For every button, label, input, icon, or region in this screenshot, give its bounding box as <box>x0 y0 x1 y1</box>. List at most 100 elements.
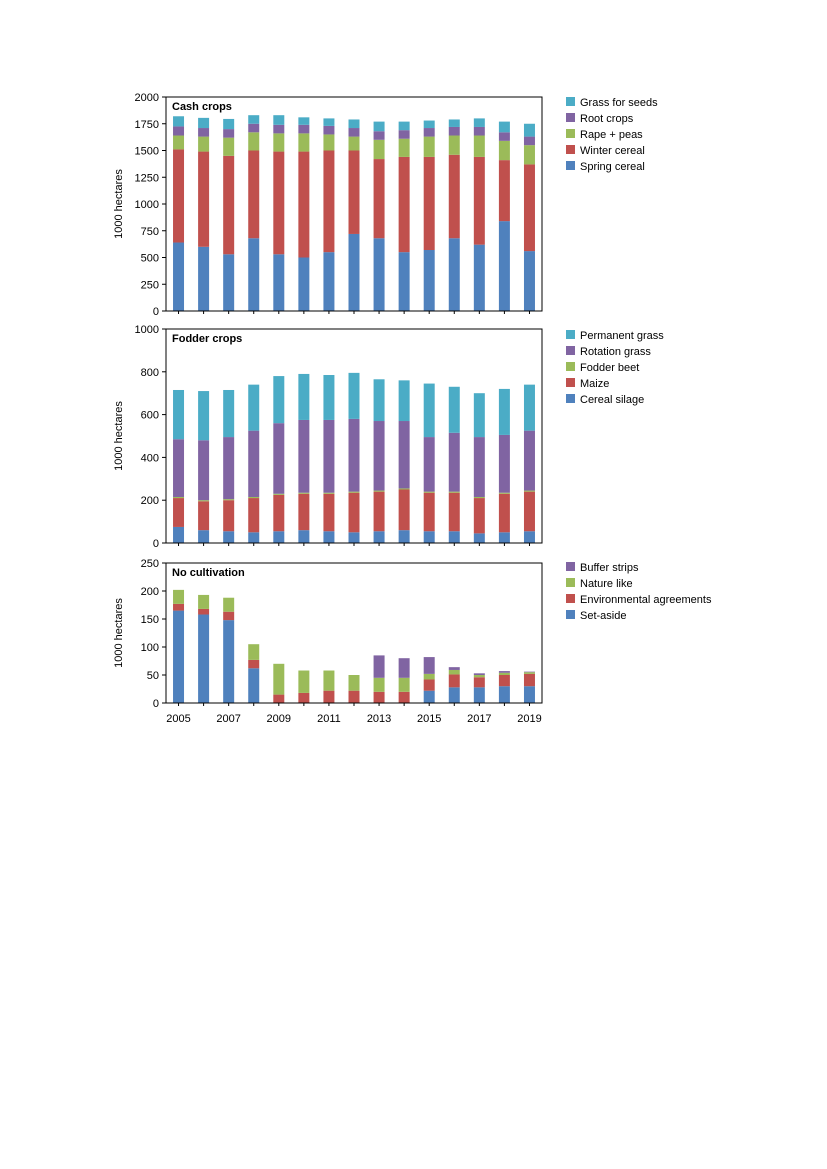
bar-grass-for-seeds-2019 <box>523 123 535 137</box>
bar-rotation-grass-2012 <box>348 418 360 492</box>
bar-permanent-grass-2016 <box>448 386 460 433</box>
y-tick-label: 200 <box>141 586 159 598</box>
bar-winter-cereal-2015 <box>423 156 435 251</box>
legend-label: Fodder beet <box>580 362 639 374</box>
bar-nature-like-2010 <box>298 670 310 693</box>
bar-rape-peas-2014 <box>398 138 410 157</box>
bar-environmental-agreements-2016 <box>448 674 460 688</box>
bar-spring-cereal-2018 <box>498 221 510 311</box>
bar-grass-for-seeds-2013 <box>373 121 385 132</box>
bar-nature-like-2018 <box>498 672 510 675</box>
bar-rotation-grass-2019 <box>523 430 535 491</box>
bar-nature-like-2015 <box>423 673 435 680</box>
bar-environmental-agreements-2007 <box>223 611 235 621</box>
x-tick-label: 2013 <box>367 713 391 725</box>
bar-environmental-agreements-2019 <box>523 673 535 687</box>
bar-environmental-agreements-2006 <box>198 608 210 615</box>
bar-set-aside-2019 <box>523 686 535 703</box>
bar-maize-2005 <box>173 498 185 527</box>
bar-cereal-silage-2019 <box>523 531 535 543</box>
bar-environmental-agreements-2010 <box>298 692 310 703</box>
x-tick-label: 2005 <box>166 713 190 725</box>
bar-winter-cereal-2006 <box>198 151 210 247</box>
bar-cereal-silage-2013 <box>373 531 385 543</box>
bar-fodder-beet-2007 <box>223 499 235 501</box>
bar-root-crops-2014 <box>398 130 410 139</box>
bar-fodder-beet-2012 <box>348 491 360 493</box>
bar-maize-2016 <box>448 492 460 532</box>
bar-environmental-agreements-2009 <box>273 694 285 703</box>
bar-rape-peas-2017 <box>473 135 485 157</box>
chart-panel-2: 0 200 400 600 800 1000 Fodder crops 1000 hectar… <box>113 324 664 550</box>
bar-rape-peas-2019 <box>523 145 535 165</box>
bar-permanent-grass-2017 <box>473 393 485 438</box>
y-tick-label: 1250 <box>135 172 159 184</box>
bar-nature-like-2019 <box>523 672 535 674</box>
bar-maize-2013 <box>373 491 385 532</box>
bar-grass-for-seeds-2018 <box>498 121 510 133</box>
bar-maize-2008 <box>248 498 260 533</box>
legend-swatch <box>566 362 575 371</box>
legend-label: Buffer strips <box>580 562 639 574</box>
bar-nature-like-2009 <box>273 663 285 695</box>
legend-swatch <box>566 394 575 403</box>
legend: Permanent grass Rotation grass Fodder beet… <box>566 330 664 406</box>
bar-fodder-beet-2014 <box>398 488 410 490</box>
bar-fodder-beet-2017 <box>473 496 485 499</box>
bar-cereal-silage-2016 <box>448 531 460 543</box>
bar-root-crops-2005 <box>173 126 185 136</box>
bar-spring-cereal-2006 <box>198 246 210 311</box>
bar-rape-peas-2008 <box>248 132 260 151</box>
y-tick-label: 0 <box>153 306 159 318</box>
bar-grass-for-seeds-2007 <box>223 118 235 130</box>
bar-maize-2012 <box>348 492 360 533</box>
panel-title: Fodder crops <box>172 333 242 345</box>
legend-swatch <box>566 610 575 619</box>
bar-maize-2014 <box>398 489 410 531</box>
bar-fodder-beet-2005 <box>173 496 185 499</box>
y-tick-label: 750 <box>141 226 159 238</box>
bar-set-aside-2017 <box>473 687 485 703</box>
y-tick-label: 50 <box>147 670 159 682</box>
legend-swatch <box>566 97 575 106</box>
legend-label: Cereal silage <box>580 394 644 406</box>
bar-grass-for-seeds-2006 <box>198 117 210 129</box>
legend-swatch <box>566 330 575 339</box>
x-tick-label: 2017 <box>467 713 491 725</box>
bar-spring-cereal-2012 <box>348 233 360 311</box>
y-tick-label: 2000 <box>135 92 159 104</box>
bar-grass-for-seeds-2008 <box>248 115 260 124</box>
legend-label: Rape + peas <box>580 129 643 141</box>
chart-panel-3: 0 50 100 150 200 250 2005 2007 2009 2011 2013 2015 2… <box>113 558 712 725</box>
bar-root-crops-2011 <box>323 125 335 135</box>
bar-grass-for-seeds-2014 <box>398 121 410 131</box>
y-tick-label: 600 <box>141 410 159 422</box>
legend-label: Root crops <box>580 113 634 125</box>
bar-rape-peas-2005 <box>173 135 185 150</box>
bar-rape-peas-2009 <box>273 133 285 152</box>
bar-winter-cereal-2017 <box>473 156 485 245</box>
bar-buffer-strips-2016 <box>448 667 460 670</box>
bar-spring-cereal-2011 <box>323 252 335 311</box>
bar-nature-like-2006 <box>198 594 210 609</box>
bar-root-crops-2013 <box>373 131 385 140</box>
y-axis-label: 1000 hectares <box>113 598 125 668</box>
bar-winter-cereal-2016 <box>448 154 460 239</box>
chart-panel-1: 0 250 500 750 1000 1250 1500 1750 2000 Cash crops… <box>113 92 658 318</box>
bar-environmental-agreements-2008 <box>248 659 260 669</box>
bar-cereal-silage-2017 <box>473 533 485 543</box>
bar-cereal-silage-2014 <box>398 530 410 543</box>
bar-grass-for-seeds-2005 <box>173 116 185 127</box>
y-tick-label: 100 <box>141 642 159 654</box>
bar-rotation-grass-2015 <box>423 437 435 492</box>
bar-rape-peas-2011 <box>323 134 335 151</box>
bar-rotation-grass-2011 <box>323 419 335 493</box>
y-tick-label: 500 <box>141 253 159 265</box>
bar-spring-cereal-2016 <box>448 238 460 311</box>
bar-nature-like-2005 <box>173 589 185 604</box>
bar-set-aside-2008 <box>248 668 260 703</box>
bar-rotation-grass-2006 <box>198 440 210 501</box>
bar-root-crops-2010 <box>298 124 310 134</box>
bar-cereal-silage-2007 <box>223 531 235 543</box>
